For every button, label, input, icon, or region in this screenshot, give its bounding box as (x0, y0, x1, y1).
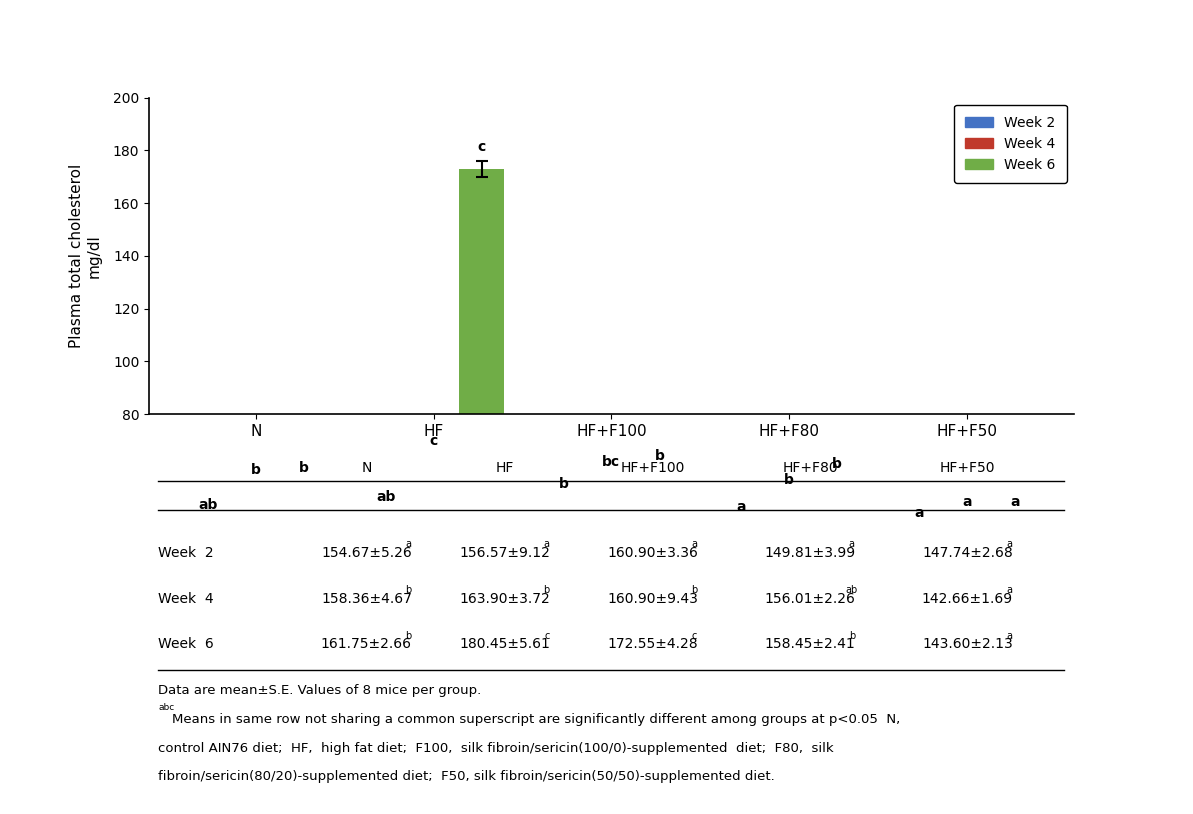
Text: fibroin/sericin(80/20)-supplemented diet;  F50, silk fibroin/sericin(50/50)-supp: fibroin/sericin(80/20)-supplemented diet… (159, 770, 775, 783)
Text: b: b (558, 476, 568, 491)
Text: 163.90±3.72: 163.90±3.72 (459, 592, 550, 606)
Text: a: a (736, 501, 746, 514)
Text: bc: bc (602, 456, 620, 470)
Bar (459, 168, 503, 625)
Text: Week  6: Week 6 (159, 637, 214, 651)
Text: 156.57±9.12: 156.57±9.12 (459, 545, 550, 560)
Text: a: a (692, 539, 698, 549)
Text: a: a (1006, 585, 1012, 595)
Text: ab: ab (198, 497, 217, 512)
Text: a: a (1010, 495, 1020, 509)
Legend: Week 2, Week 4, Week 6: Week 2, Week 4, Week 6 (954, 105, 1067, 182)
Text: b: b (251, 463, 261, 477)
Text: 180.45±5.61: 180.45±5.61 (459, 637, 550, 651)
Bar (945, 523, 989, 625)
Text: control AIN76 diet;  HF,  high fat diet;  F100,  silk fibroin/sericin(100/0)-sup: control AIN76 diet; HF, high fat diet; F… (159, 742, 834, 755)
Text: HF+F80: HF+F80 (783, 461, 837, 475)
Text: ab: ab (846, 585, 858, 595)
Bar (993, 521, 1037, 625)
Text: a: a (544, 539, 550, 549)
Bar (186, 523, 230, 625)
Text: 172.55±4.28: 172.55±4.28 (607, 637, 698, 651)
Text: abc: abc (159, 703, 174, 712)
Text: Means in same row not sharing a common superscript are significantly different a: Means in same row not sharing a common s… (172, 713, 901, 726)
Text: ab: ab (376, 490, 395, 504)
Text: c: c (477, 140, 486, 155)
Bar (719, 526, 764, 625)
Text: 158.36±4.67: 158.36±4.67 (321, 592, 412, 606)
Bar (815, 487, 859, 625)
Text: Data are mean±S.E. Values of 8 mice per group.: Data are mean±S.E. Values of 8 mice per … (159, 685, 482, 698)
Text: b: b (404, 585, 412, 595)
Text: HF: HF (496, 461, 514, 475)
Text: 149.81±3.99: 149.81±3.99 (765, 545, 855, 560)
Text: b: b (848, 631, 855, 641)
Bar (234, 492, 278, 625)
Text: b: b (784, 473, 795, 487)
Bar (364, 515, 408, 625)
Text: Week  2: Week 2 (159, 545, 214, 560)
Text: 147.74±2.68: 147.74±2.68 (922, 545, 1013, 560)
Bar (897, 532, 941, 625)
Text: 154.67±5.26: 154.67±5.26 (321, 545, 412, 560)
Text: c: c (544, 631, 550, 641)
Text: HF+F50: HF+F50 (940, 461, 995, 475)
Text: 161.75±2.66: 161.75±2.66 (321, 637, 412, 651)
Text: 142.66±1.69: 142.66±1.69 (922, 592, 1013, 606)
Bar (542, 502, 586, 625)
Text: a: a (848, 539, 855, 549)
Text: b: b (655, 449, 665, 463)
Bar (589, 484, 633, 625)
Text: Week  4: Week 4 (159, 592, 214, 606)
Text: 156.01±2.26: 156.01±2.26 (765, 592, 855, 606)
Bar (412, 464, 456, 625)
Text: b: b (833, 457, 842, 470)
Text: a: a (1006, 631, 1012, 641)
Text: HF+F100: HF+F100 (620, 461, 685, 475)
Text: 158.45±2.41: 158.45±2.41 (765, 637, 855, 651)
Text: N: N (361, 461, 371, 475)
Text: c: c (692, 631, 698, 641)
Text: 160.90±9.43: 160.90±9.43 (607, 592, 698, 606)
Text: b: b (544, 585, 550, 595)
Text: a: a (963, 495, 972, 509)
Text: 160.90±3.36: 160.90±3.36 (607, 545, 698, 560)
Text: a: a (404, 539, 412, 549)
Y-axis label: Plasma total cholesterol
mg/dl: Plasma total cholesterol mg/dl (69, 164, 101, 348)
Text: b: b (299, 461, 309, 475)
Text: a: a (914, 505, 923, 519)
Text: b: b (692, 585, 698, 595)
Text: b: b (404, 631, 412, 641)
Bar (282, 487, 326, 625)
Bar (637, 477, 681, 625)
Bar (767, 502, 811, 625)
Text: 143.60±2.13: 143.60±2.13 (922, 637, 1013, 651)
Text: c: c (429, 435, 438, 449)
Text: a: a (1006, 539, 1012, 549)
